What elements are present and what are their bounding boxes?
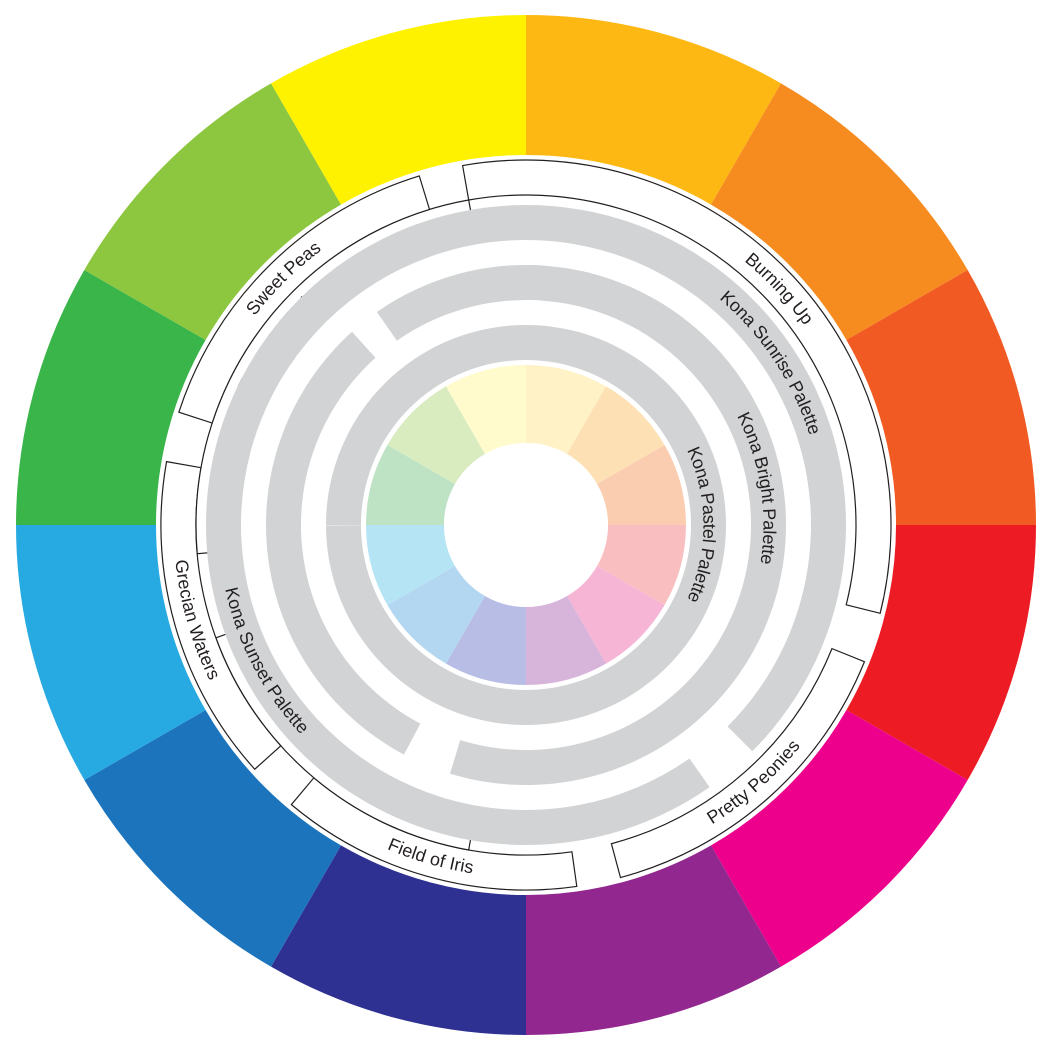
center-hole [444, 443, 608, 607]
color-wheel-diagram: Burning UpPretty PeoniesField of IrisTru… [0, 0, 1052, 1051]
